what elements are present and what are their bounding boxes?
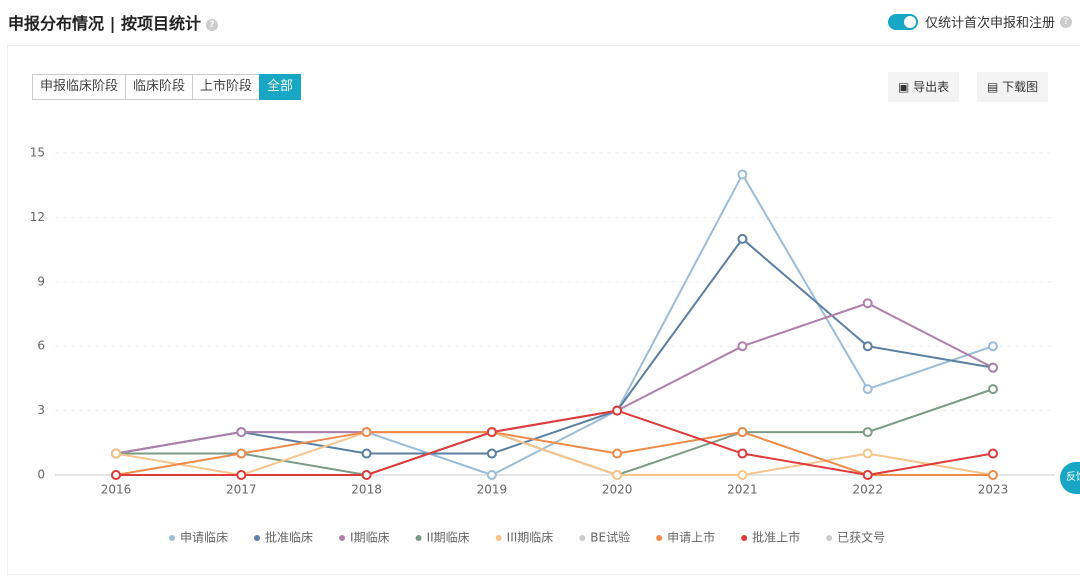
point (988, 448, 998, 459)
x-tick-label: 2018 (351, 483, 382, 497)
series-line (115, 431, 994, 477)
y-tick-label: 9 (37, 274, 45, 288)
point (737, 341, 748, 352)
help-icon[interactable]: ? (1060, 15, 1072, 28)
legend-marker (656, 535, 663, 541)
label: 导出表 (913, 80, 950, 94)
legend-label: III期临床 (507, 531, 554, 545)
legend-label: 批准临床 (265, 530, 313, 545)
legend-marker (495, 535, 502, 541)
download-button[interactable]: ▤ 下载图 (977, 72, 1049, 102)
point (737, 427, 748, 438)
toggle-label: 仅统计首次申报和注册 (924, 16, 1055, 31)
point (361, 470, 372, 480)
label: 下载图 (1002, 80, 1039, 94)
y-tick-label: 12 (30, 210, 45, 224)
point (612, 448, 623, 459)
tab[interactable]: 全部 (259, 74, 302, 100)
point (612, 470, 623, 480)
legend-label: 已获文号 (837, 530, 885, 545)
series-line (115, 237, 994, 455)
point (988, 362, 998, 373)
legend-label: I期临床 (350, 531, 390, 545)
title-text: 申报分布情况 | 按项目统计 (8, 14, 201, 33)
point (737, 233, 748, 244)
legend-marker (339, 535, 346, 541)
legend-marker (741, 535, 748, 541)
series-line (116, 409, 994, 477)
legend-label: II期临床 (427, 531, 470, 545)
point (737, 448, 748, 459)
toggle[interactable]: 仅统计首次申报和注册? (887, 12, 1072, 31)
point (862, 470, 873, 480)
x-tick-label: 2020 (602, 483, 633, 497)
help-icon[interactable]: ? (206, 18, 218, 31)
switch[interactable] (887, 13, 918, 30)
y-tick-label: 0 (37, 468, 45, 482)
legend-marker (826, 535, 833, 541)
point (111, 448, 121, 459)
x-tick-label: 2021 (727, 483, 758, 497)
point (486, 427, 497, 438)
series-line (115, 172, 994, 477)
legend-marker (254, 535, 261, 541)
point (612, 405, 623, 416)
legend-label: 申请上市 (667, 530, 715, 545)
point (862, 384, 873, 395)
point (862, 448, 873, 459)
point (988, 470, 998, 480)
x-tick-label: 2016 (101, 483, 132, 497)
point (236, 470, 247, 480)
legend-label: 批准上市 (752, 530, 800, 545)
feedback[interactable]: 反馈 (1060, 462, 1080, 494)
point (486, 448, 497, 459)
point (236, 427, 247, 438)
legend-marker (415, 535, 422, 541)
point (862, 427, 873, 438)
point (236, 448, 247, 459)
tabs: 申报临床阶段 临床阶段 上市阶段 全部 (32, 74, 302, 100)
title: 申报分布情况 | 按项目统计? (8, 10, 218, 34)
legend-marker (579, 535, 586, 541)
point (361, 448, 372, 459)
point (111, 470, 121, 480)
point (862, 298, 873, 309)
point (988, 341, 998, 352)
x-tick-label: 2023 (978, 483, 1009, 497)
x-tick-label: 2019 (477, 483, 508, 497)
series-line (115, 431, 993, 476)
point (737, 470, 748, 480)
point (737, 169, 748, 180)
y-tick-label: 6 (37, 339, 45, 353)
point (361, 427, 372, 438)
legend-label: BE试验 (590, 530, 630, 545)
x-tick-label: 2022 (852, 483, 883, 497)
point (862, 341, 873, 352)
export-button[interactable]: ▣ 导出表 (888, 72, 960, 102)
x-tick-label: 2017 (226, 483, 257, 497)
y-tick-label: 3 (37, 403, 45, 417)
point (486, 470, 497, 480)
legend-marker (169, 535, 175, 541)
point (988, 384, 998, 395)
y-tick-label: 15 (30, 146, 45, 160)
legend-label: 申请临床 (180, 531, 228, 545)
